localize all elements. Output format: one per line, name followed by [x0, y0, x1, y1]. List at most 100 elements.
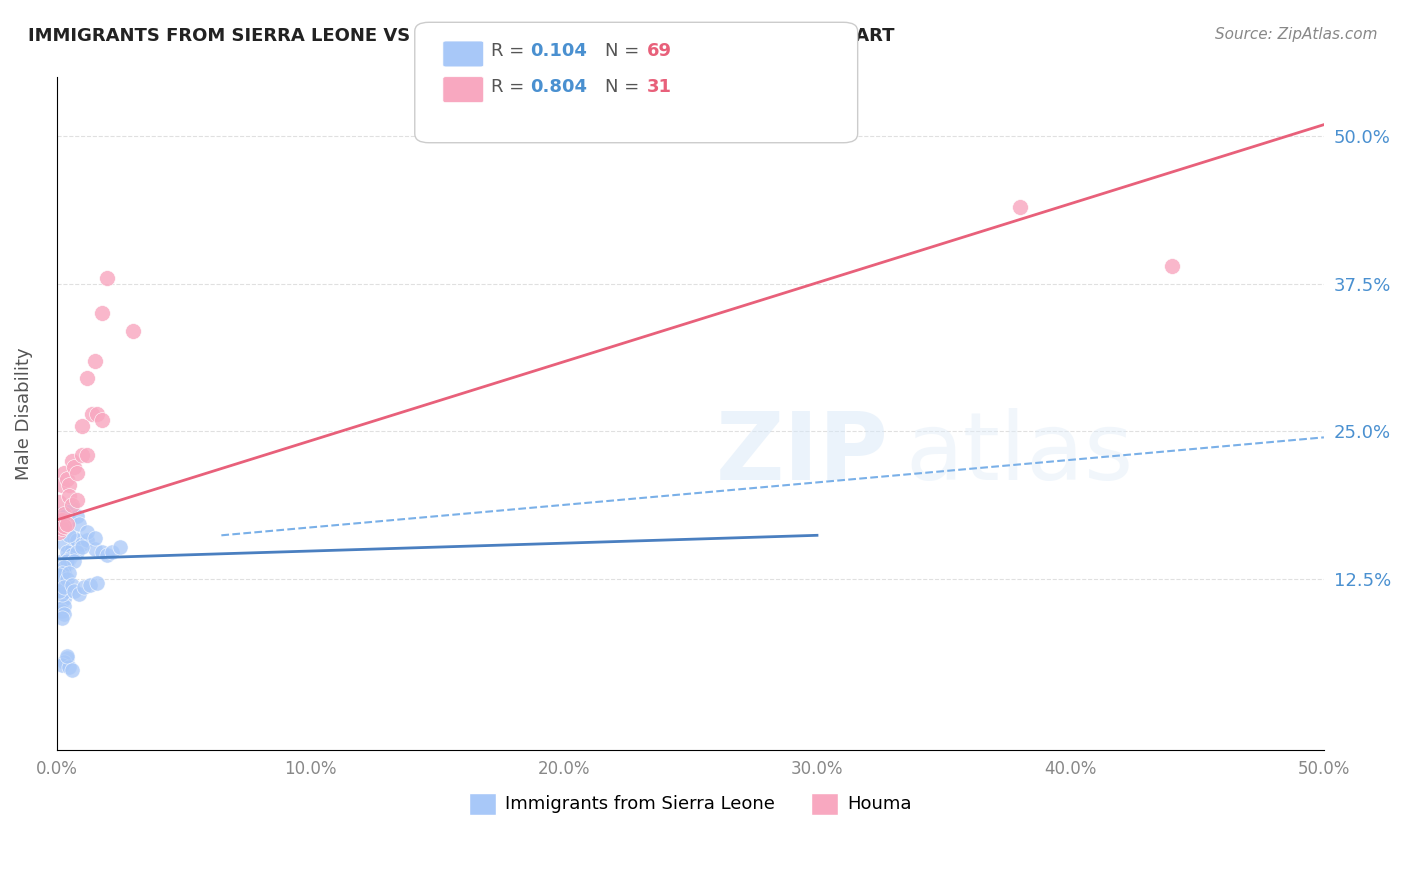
Point: [53, 507, 76, 521]
Point: [108, 540, 131, 554]
Point: [48, 575, 70, 590]
Point: [48, 596, 70, 610]
Point: [48, 568, 70, 582]
Point: [51, 513, 73, 527]
Text: IMMIGRANTS FROM SIERRA LEONE VS HOUMA MALE DISABILITY CORRELATION CHART: IMMIGRANTS FROM SIERRA LEONE VS HOUMA MA…: [28, 27, 894, 45]
Point: [91, 545, 114, 559]
Point: [60, 663, 83, 677]
Point: [60, 542, 83, 557]
Point: [51, 587, 73, 601]
Point: [1008, 200, 1031, 214]
Point: [53, 466, 76, 480]
Point: [70, 536, 93, 550]
Point: [91, 412, 114, 426]
Point: [51, 513, 73, 527]
Point: [60, 454, 83, 468]
Point: [76, 533, 98, 547]
Point: [55, 572, 77, 586]
Point: [66, 466, 89, 480]
Point: [83, 542, 105, 557]
Point: [51, 566, 73, 580]
Point: [53, 519, 76, 533]
Point: [53, 509, 76, 524]
Point: [60, 549, 83, 563]
Point: [55, 651, 77, 665]
Point: [55, 557, 77, 571]
Point: [53, 592, 76, 607]
Point: [53, 655, 76, 669]
Point: [83, 531, 105, 545]
Point: [51, 572, 73, 586]
Point: [58, 477, 80, 491]
Point: [66, 545, 89, 559]
Point: [51, 658, 73, 673]
Point: [55, 516, 77, 531]
Point: [48, 507, 70, 521]
Point: [53, 580, 76, 594]
Point: [55, 505, 77, 519]
Point: [101, 545, 124, 559]
Point: [63, 583, 86, 598]
Point: [67, 516, 90, 531]
Point: [76, 448, 98, 462]
Text: 31: 31: [647, 78, 672, 95]
Point: [55, 554, 77, 568]
Text: 0.104: 0.104: [530, 42, 586, 60]
Point: [48, 580, 70, 594]
Point: [51, 568, 73, 582]
Legend: Immigrants from Sierra Leone, Houma: Immigrants from Sierra Leone, Houma: [461, 785, 920, 822]
Point: [51, 604, 73, 618]
Point: [53, 564, 76, 578]
Point: [51, 611, 73, 625]
Point: [48, 495, 70, 509]
Point: [48, 524, 70, 539]
Point: [66, 492, 89, 507]
Point: [48, 513, 70, 527]
Point: [55, 545, 77, 559]
Point: [58, 549, 80, 563]
Point: [82, 407, 104, 421]
Point: [58, 566, 80, 580]
Point: [63, 554, 86, 568]
Point: [67, 587, 90, 601]
Point: [58, 513, 80, 527]
Point: [48, 590, 70, 604]
Point: [73, 580, 96, 594]
Point: [55, 583, 77, 598]
Point: [51, 592, 73, 607]
Point: [91, 306, 114, 320]
Text: R =: R =: [491, 78, 530, 95]
Point: [58, 552, 80, 566]
Point: [70, 448, 93, 462]
Text: N =: N =: [605, 42, 644, 60]
Point: [48, 566, 70, 580]
Text: Source: ZipAtlas.com: Source: ZipAtlas.com: [1215, 27, 1378, 42]
Point: [76, 371, 98, 385]
Text: N =: N =: [605, 78, 644, 95]
Point: [60, 498, 83, 512]
Point: [55, 472, 77, 486]
Point: [70, 540, 93, 554]
Point: [96, 271, 118, 285]
Point: [58, 489, 80, 503]
Point: [76, 524, 98, 539]
Y-axis label: Male Disability: Male Disability: [15, 348, 32, 480]
Text: ZIP: ZIP: [716, 409, 889, 500]
Point: [60, 578, 83, 592]
Point: [58, 660, 80, 674]
Point: [51, 477, 73, 491]
Point: [63, 459, 86, 474]
Point: [48, 601, 70, 615]
Point: [66, 533, 89, 547]
Text: R =: R =: [491, 42, 530, 60]
Point: [60, 501, 83, 516]
Point: [58, 528, 80, 542]
Point: [51, 521, 73, 535]
Point: [53, 607, 76, 622]
Point: [86, 575, 108, 590]
Point: [83, 353, 105, 368]
Point: [55, 648, 77, 663]
Point: [96, 549, 118, 563]
Point: [1160, 259, 1182, 273]
Text: 69: 69: [647, 42, 672, 60]
